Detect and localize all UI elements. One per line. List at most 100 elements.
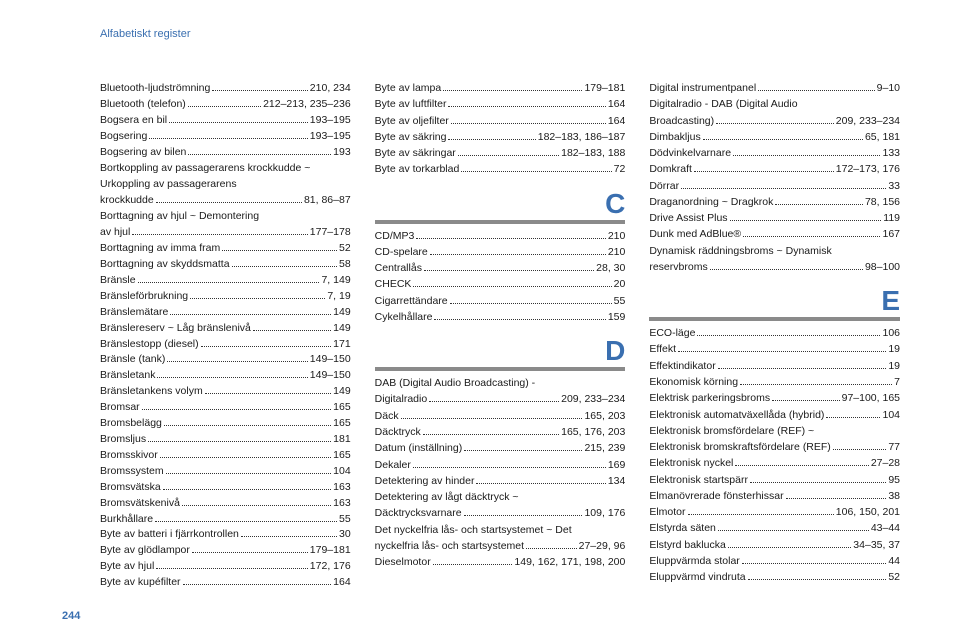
- index-entry: CD-spelare 210: [375, 244, 626, 260]
- entry-label: Bromssystem: [100, 463, 164, 479]
- entry-pages: 149–150: [310, 367, 351, 383]
- entry-label: Bränslemätare: [100, 304, 168, 320]
- leader-dots: [681, 188, 886, 189]
- index-continuation: Borttagning av hjul ~ Demontering: [100, 208, 351, 224]
- entry-label: Bromsljus: [100, 431, 146, 447]
- entry-label: Byte av kupéfilter: [100, 574, 181, 590]
- index-entry: Dimbakljus 65, 181: [649, 129, 900, 145]
- index-entry: Elektronisk startspärr 95: [649, 472, 900, 488]
- entry-label: Elmanövrerade fönsterhissar: [649, 488, 783, 504]
- index-entry: Dunk med AdBlue® 167: [649, 226, 900, 242]
- entry-pages: 104: [333, 463, 351, 479]
- entry-pages: 182–183, 188: [561, 145, 625, 161]
- entry-pages: 95: [888, 472, 900, 488]
- leader-dots: [169, 122, 308, 123]
- section-divider: [375, 367, 626, 371]
- leader-dots: [458, 155, 559, 156]
- entry-label: av hjul: [100, 224, 130, 240]
- index-entry: Bogsering 193–195: [100, 128, 351, 144]
- leader-dots: [163, 489, 331, 490]
- entry-pages: 210: [608, 228, 626, 244]
- leader-dots: [728, 547, 852, 548]
- leader-dots: [423, 434, 559, 435]
- entry-label: Elstyrd baklucka: [649, 537, 725, 553]
- entry-pages: 179–181: [584, 80, 625, 96]
- leader-dots: [401, 418, 583, 419]
- entry-label: Cigarrettändare: [375, 293, 448, 309]
- entry-pages: 19: [888, 341, 900, 357]
- entry-label: Centrallås: [375, 260, 422, 276]
- index-entry: Centrallås 28, 30: [375, 260, 626, 276]
- entry-pages: 210, 234: [310, 80, 351, 96]
- leader-dots: [448, 139, 535, 140]
- index-entry: Elektronisk automatväxellåda (hybrid) 10…: [649, 407, 900, 423]
- entry-pages: 52: [888, 569, 900, 585]
- leader-dots: [740, 384, 892, 385]
- index-entry: Digital instrumentpanel 9–10: [649, 80, 900, 96]
- leader-dots: [716, 123, 834, 124]
- entry-label: Däcktryck: [375, 424, 421, 440]
- index-entry: Eluppvärmda stolar 44: [649, 553, 900, 569]
- index-entry: Bränsletank 149–150: [100, 367, 351, 383]
- index-entry: ECO-läge 106: [649, 325, 900, 341]
- leader-dots: [758, 90, 875, 91]
- column-2: Byte av lampa 179–181Byte av luftfilter …: [375, 80, 626, 590]
- entry-label: Byte av lampa: [375, 80, 442, 96]
- leader-dots: [201, 346, 332, 347]
- leader-dots: [775, 204, 863, 205]
- leader-dots: [786, 498, 887, 499]
- index-entry: Elstyrd baklucka 34–35, 37: [649, 537, 900, 553]
- index-continuation: DAB (Digital Audio Broadcasting) -: [375, 375, 626, 391]
- entry-label: Borttagning av imma fram: [100, 240, 220, 256]
- entry-pages: 193–195: [310, 112, 351, 128]
- leader-dots: [748, 579, 887, 580]
- index-entry: CHECK 20: [375, 276, 626, 292]
- entry-label: Borttagning av skyddsmatta: [100, 256, 230, 272]
- entry-pages: 134: [608, 473, 626, 489]
- leader-dots: [735, 465, 868, 466]
- entry-pages: 81, 86–87: [304, 192, 351, 208]
- entry-pages: 52: [339, 240, 351, 256]
- index-entry: Bränsleförbrukning 7, 19: [100, 288, 351, 304]
- leader-dots: [149, 138, 308, 139]
- entry-label: Däck: [375, 408, 399, 424]
- index-entry: Eluppvärmd vindruta 52: [649, 569, 900, 585]
- index-entry: Drive Assist Plus 119: [649, 210, 900, 226]
- index-entry: Effektindikator 19: [649, 358, 900, 374]
- index-entry: Däcktrycksvarnare 109, 176: [375, 505, 626, 521]
- entry-label: Dimbakljus: [649, 129, 700, 145]
- index-entry: Digitalradio 209, 233–234: [375, 391, 626, 407]
- index-entry: Bränslereserv ~ Låg bränslenivå 149: [100, 320, 351, 336]
- entry-pages: 65, 181: [865, 129, 900, 145]
- leader-dots: [253, 330, 331, 331]
- entry-pages: 209, 233–234: [561, 391, 625, 407]
- entry-label: Bränsle: [100, 272, 136, 288]
- entry-label: Bluetooth (telefon): [100, 96, 186, 112]
- leader-dots: [710, 269, 863, 270]
- entry-pages: 19: [888, 358, 900, 374]
- entry-pages: 172, 176: [310, 558, 351, 574]
- index-entry: Borttagning av imma fram 52: [100, 240, 351, 256]
- entry-label: Effektindikator: [649, 358, 715, 374]
- entry-label: Bränsle (tank): [100, 351, 165, 367]
- index-entry: krockkudde 81, 86–87: [100, 192, 351, 208]
- entry-pages: 210: [608, 244, 626, 260]
- index-entry: Bränsle 7, 149: [100, 272, 351, 288]
- index-entry: Elektronisk bromskraftsfördelare (REF) 7…: [649, 439, 900, 455]
- index-entry: Bromsvätskenivå 163: [100, 495, 351, 511]
- leader-dots: [166, 473, 332, 474]
- entry-pages: 149–150: [310, 351, 351, 367]
- leader-dots: [164, 425, 331, 426]
- entry-pages: 149, 162, 171, 198, 200: [514, 554, 625, 570]
- entry-pages: 55: [339, 511, 351, 527]
- entry-label: Bromsvätskenivå: [100, 495, 180, 511]
- leader-dots: [190, 298, 325, 299]
- index-entry: Elektronisk nyckel 27–28: [649, 455, 900, 471]
- index-continuation: Bortkoppling av passagerarens krockkudde…: [100, 160, 351, 176]
- section-letter: D: [375, 337, 626, 365]
- entry-pages: 58: [339, 256, 351, 272]
- entry-pages: 109, 176: [584, 505, 625, 521]
- leader-dots: [413, 467, 606, 468]
- leader-dots: [232, 266, 337, 267]
- entry-label: Eluppvärmd vindruta: [649, 569, 745, 585]
